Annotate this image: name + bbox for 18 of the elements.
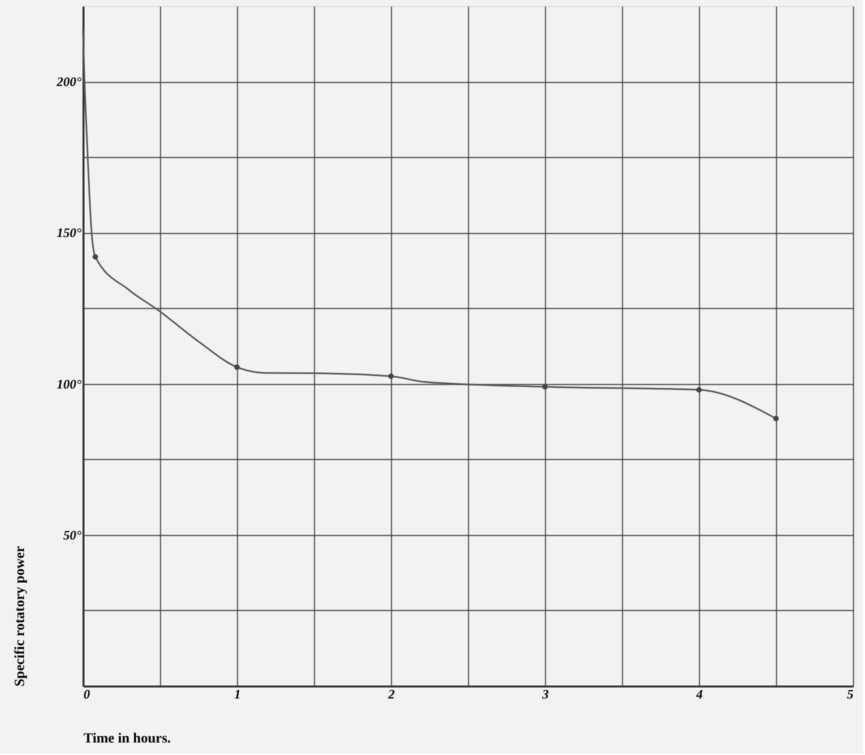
x-tick-label: 5 — [847, 686, 854, 702]
y-axis-title: Specific rotatory power — [12, 546, 28, 686]
y-tick-label: 100° — [56, 376, 82, 392]
point — [92, 254, 98, 260]
x-tick-label: 2 — [387, 686, 396, 702]
x-tick-label: 1 — [234, 686, 241, 702]
y-tick-label: 150° — [56, 225, 82, 240]
point — [388, 373, 394, 379]
x-axis-title: Time in hours. — [84, 732, 171, 746]
x-tick-label: 0 — [84, 686, 90, 702]
point — [542, 384, 548, 390]
point — [773, 416, 779, 422]
x-tick-label: 4 — [695, 686, 704, 702]
x-tick-label: 3 — [541, 686, 550, 702]
point — [696, 387, 702, 393]
y-tick-label: 200° — [56, 74, 82, 90]
point — [234, 364, 240, 370]
y-tick-label: 50° — [63, 527, 82, 542]
